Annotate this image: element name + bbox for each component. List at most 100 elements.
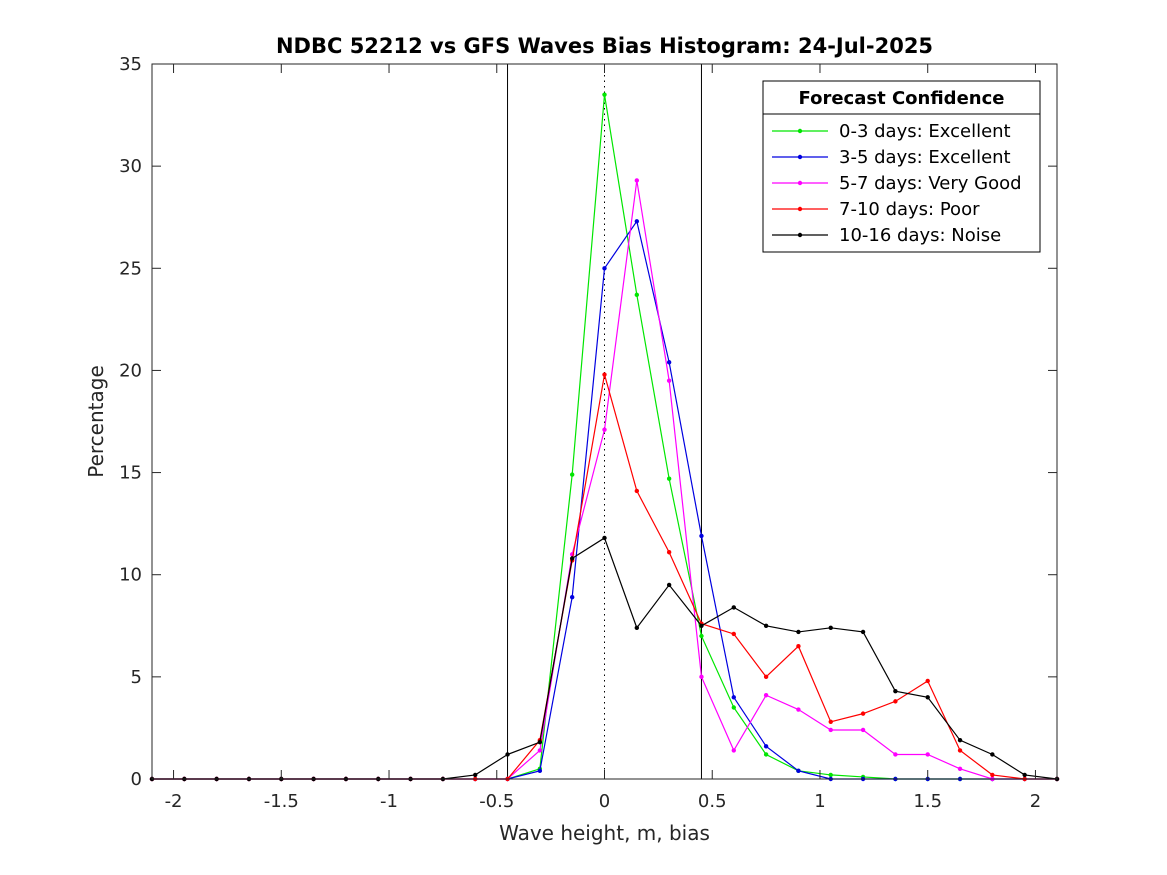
data-point (731, 705, 736, 710)
data-point (731, 748, 736, 753)
legend-swatch-marker (797, 154, 803, 160)
data-point (602, 372, 607, 377)
legend-item-3: 5-7 days: Very Good (772, 173, 1022, 194)
x-tick-label: 0.5 (698, 791, 727, 812)
data-point (990, 752, 995, 757)
data-point (860, 727, 866, 733)
data-point (957, 748, 963, 753)
y-tick-label: 10 (119, 565, 142, 586)
y-tick-label: 15 (119, 463, 142, 484)
data-point (796, 768, 801, 774)
x-tick-label: -1 (380, 791, 398, 812)
data-point (925, 695, 930, 700)
data-point (602, 535, 607, 541)
legend-item-2: 3-5 days: Excellent (772, 147, 1011, 168)
data-point (796, 644, 801, 649)
data-point (731, 605, 736, 610)
data-point (634, 488, 640, 494)
data-point (666, 582, 672, 588)
legend-item-4: 7-10 days: Poor (772, 199, 980, 220)
y-tick-label: 20 (119, 360, 142, 381)
data-point (763, 623, 769, 628)
data-point (666, 550, 672, 555)
x-tick-label: 1.5 (913, 791, 942, 812)
x-tick-label: 1 (814, 791, 825, 812)
data-point (1022, 772, 1027, 778)
legend-title: Forecast Confidence (799, 88, 1005, 109)
data-point (666, 378, 672, 383)
data-point (828, 727, 833, 733)
data-point (828, 772, 833, 778)
data-point (763, 674, 769, 680)
x-tick-label: 2 (1030, 791, 1041, 812)
x-axis-label: Wave height, m, bias (499, 821, 710, 845)
data-point (893, 752, 898, 757)
data-point (763, 744, 769, 749)
data-point (860, 711, 866, 716)
legend-label: 0-3 days: Excellent (839, 121, 1011, 142)
legend-label: 10-16 days: Noise (839, 225, 1001, 246)
data-point (666, 476, 672, 481)
x-tick-label: -2 (165, 791, 183, 812)
legend-label: 7-10 days: Poor (839, 199, 980, 220)
y-tick-label: 30 (119, 156, 142, 177)
data-point (537, 748, 543, 753)
legend-swatch-marker (797, 180, 803, 186)
legend: Forecast Confidence 0-3 days: Excellent 3… (762, 80, 1041, 253)
legend-label: 5-7 days: Very Good (839, 173, 1022, 194)
data-point (634, 178, 640, 183)
data-point (634, 219, 640, 224)
legend-item-5: 10-16 days: Noise (772, 225, 1001, 246)
legend-label: 3-5 days: Excellent (839, 147, 1011, 168)
data-point (569, 472, 575, 477)
x-tick-label: -1.5 (264, 791, 299, 812)
data-point (699, 674, 704, 680)
y-tick-label: 25 (119, 258, 142, 279)
data-point (731, 631, 736, 637)
data-point (569, 594, 575, 600)
data-point (828, 719, 833, 724)
data-point (537, 768, 543, 774)
data-point (893, 699, 898, 704)
data-point (602, 92, 607, 97)
data-point (602, 427, 607, 432)
legend-swatch-marker (797, 128, 803, 134)
y-axis-label: Percentage (84, 365, 108, 478)
legend-box (762, 80, 1041, 253)
data-point (634, 625, 640, 631)
data-point (699, 533, 704, 539)
data-point (602, 266, 607, 271)
data-point (699, 633, 704, 639)
x-tick-label: -0.5 (479, 791, 514, 812)
data-point (893, 688, 898, 694)
y-tick-label: 35 (119, 54, 142, 75)
data-point (957, 766, 963, 771)
data-point (569, 556, 575, 561)
data-point (957, 737, 963, 743)
data-point (699, 623, 704, 628)
data-point (473, 772, 478, 778)
data-point (925, 752, 930, 757)
x-tick-label: 0 (599, 791, 610, 812)
data-point (505, 752, 510, 757)
data-point (763, 752, 769, 757)
data-point (925, 678, 930, 684)
y-tick-label: 0 (131, 769, 142, 790)
data-point (731, 695, 736, 700)
legend-swatch-marker (797, 206, 803, 212)
legend-item-1: 0-3 days: Excellent (772, 121, 1011, 142)
data-point (990, 772, 995, 778)
data-point (634, 292, 640, 298)
y-tick-label: 5 (131, 667, 142, 688)
series-5 (149, 535, 1060, 782)
data-point (763, 693, 769, 698)
data-point (537, 740, 543, 745)
legend-swatch-marker (797, 232, 803, 238)
chart-title: NDBC 52212 vs GFS Waves Bias Histogram: … (276, 34, 933, 58)
data-point (666, 360, 672, 365)
data-point (796, 629, 801, 635)
data-point (796, 707, 801, 712)
data-point (828, 625, 833, 631)
